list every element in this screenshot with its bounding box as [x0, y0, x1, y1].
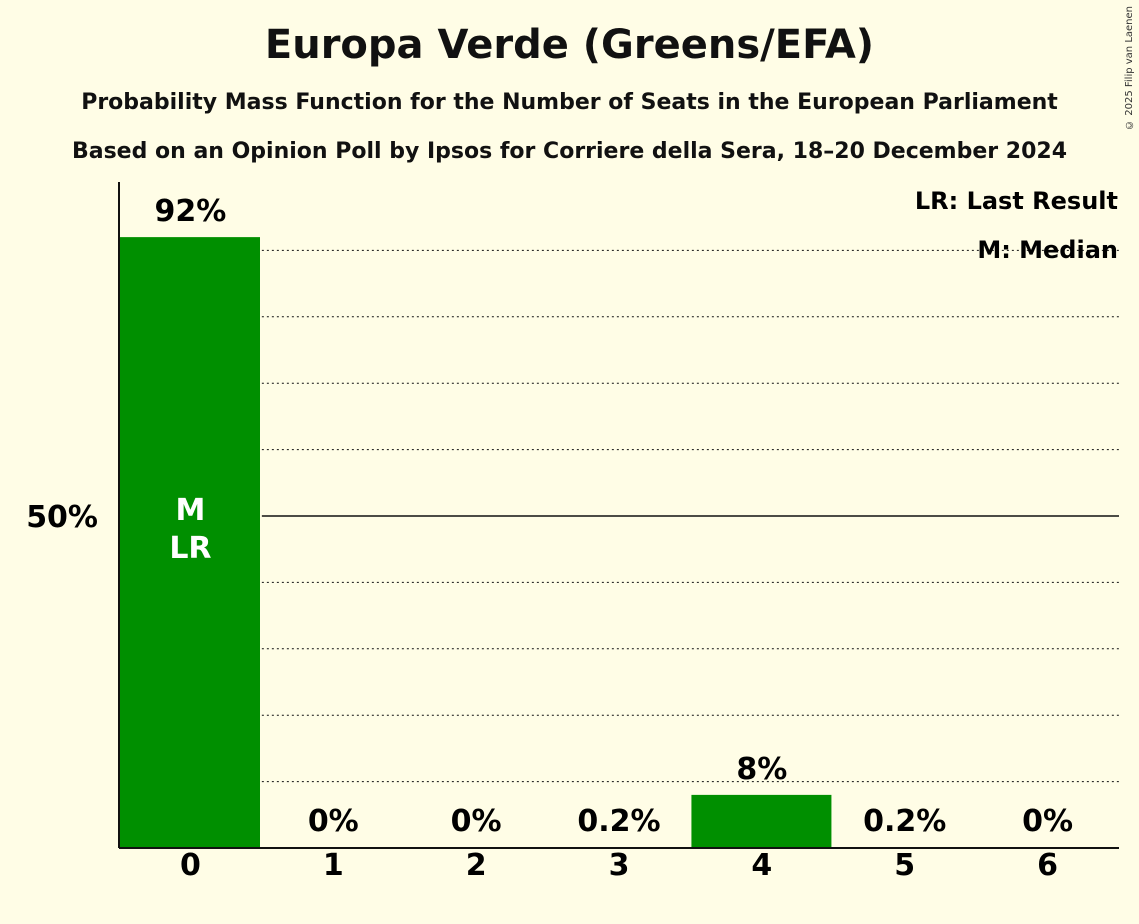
value-label-4: 8% [736, 752, 787, 787]
y-tick-label-50: 50% [26, 500, 98, 535]
x-tick-label-6: 6 [1037, 848, 1058, 883]
value-label-1: 0% [308, 804, 359, 839]
bar-0 [120, 237, 260, 848]
last-result-marker: LR [169, 531, 211, 566]
x-tick-label-4: 4 [751, 848, 772, 883]
value-label-3: 0.2% [577, 804, 660, 839]
bar-4 [691, 794, 832, 848]
x-tick-label-5: 5 [894, 848, 915, 883]
x-tick-label-0: 0 [180, 848, 201, 883]
x-tick-label-1: 1 [323, 848, 344, 883]
x-tick-labels: 0 1 2 3 4 5 6 [180, 848, 1058, 883]
legend-median: M: Median [977, 236, 1118, 264]
legend-last-result: LR: Last Result [915, 187, 1118, 215]
median-marker: M [175, 493, 205, 528]
x-tick-label-2: 2 [466, 848, 487, 883]
value-label-2: 0% [451, 804, 502, 839]
x-tick-label-3: 3 [609, 848, 630, 883]
gridlines [261, 249, 1119, 783]
value-labels: 92% 0% 0% 0.2% 8% 0.2% 0% MLR [155, 194, 1074, 839]
value-label-6: 0% [1022, 804, 1073, 839]
chart-subtitle-source: Based on an Opinion Poll by Ipsos for Co… [71, 139, 1068, 164]
value-label-0: 92% [155, 194, 227, 229]
value-label-5: 0.2% [863, 804, 946, 839]
chart-subtitle: Probability Mass Function for the Number… [81, 90, 1058, 115]
chart-title: Europa Verde (Greens/EFA) [264, 22, 875, 68]
bars [120, 237, 832, 848]
